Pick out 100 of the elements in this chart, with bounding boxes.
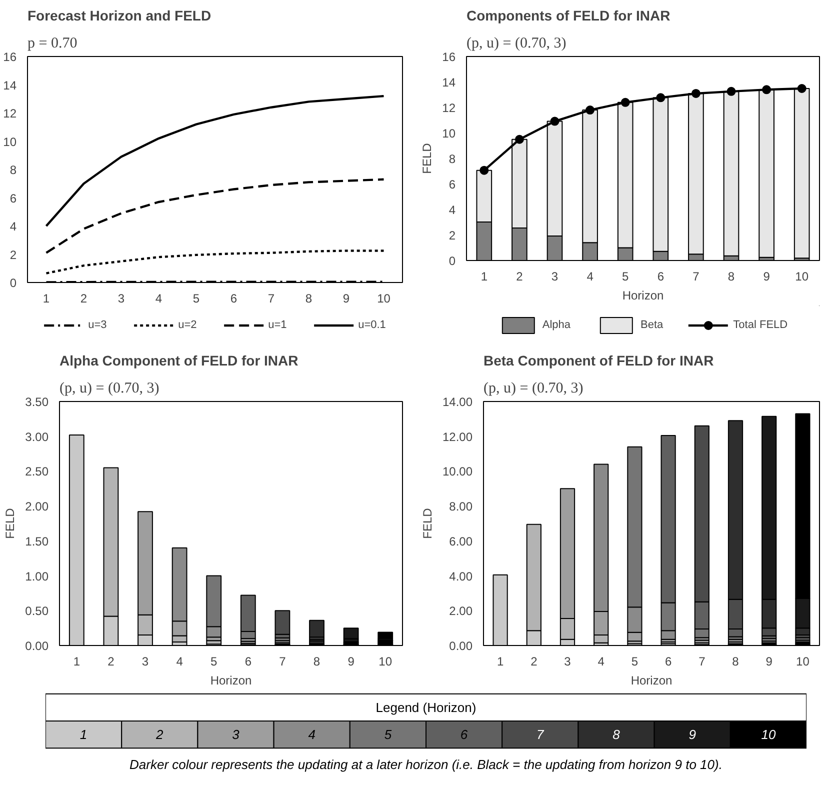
chart-title: Forecast Horizon and FELD — [28, 8, 212, 24]
x-axis-title: Horizon — [630, 674, 672, 688]
chart-subtitle: (p, u) = (0.70, 3) — [466, 36, 566, 52]
text: 9 — [688, 727, 696, 742]
text: 7 — [536, 727, 545, 742]
y-axis-title: FELD — [420, 508, 434, 539]
y-tick-label: 0 — [448, 254, 456, 268]
x-tick-label: 4 — [598, 654, 605, 668]
x-tick-label: 5 — [210, 654, 218, 668]
y-tick-label: 2.50 — [25, 464, 49, 479]
y-tick-label: 6.00 — [449, 534, 473, 548]
y-tick-label: 14.00 — [442, 395, 473, 409]
x-tick-label: 9 — [348, 654, 355, 668]
y-tick-label: 10 — [3, 134, 17, 149]
x-tick-label: 2 — [530, 654, 538, 668]
x-tick-label: 10 — [377, 292, 391, 306]
x-tick-label: 10 — [378, 654, 392, 668]
x-tick-label: 8 — [313, 654, 320, 668]
x-tick-label: 7 — [692, 270, 700, 284]
legend-label: u=3 — [88, 319, 108, 331]
legend-label: u=2 — [178, 319, 198, 331]
y-tick-label: 3.00 — [25, 430, 49, 444]
x-tick-label: 6 — [244, 654, 252, 668]
chart-title: Alpha Component of FELD for INAR — [60, 352, 298, 368]
y-axis-title: FELD — [420, 142, 434, 174]
x-tick-label: 1 — [42, 292, 50, 306]
x-tick-label: 9 — [342, 292, 350, 306]
legend-label: u=0.1 — [358, 319, 386, 331]
y-tick-label: 14 — [3, 78, 17, 92]
chart-subtitle: p = 0.70 — [28, 36, 78, 52]
text: Darker colour represents the updating at a later horizon (i.e. Black = the updating from horizon 9 to 10). — [130, 756, 722, 772]
x-tick-label: 9 — [766, 654, 773, 668]
legend-title: Legend (Horizon) — [376, 700, 476, 715]
x-tick-label: 3 — [142, 654, 149, 668]
y-tick-label: 8.00 — [449, 500, 473, 514]
x-tick-label: 6 — [230, 292, 238, 306]
x-tick-label: 9 — [763, 270, 770, 284]
text: 4 — [308, 727, 316, 742]
y-tick-label: 1.00 — [25, 569, 49, 584]
y-tick-label: 4 — [10, 220, 17, 234]
y-tick-label: 2.00 — [25, 500, 49, 514]
y-tick-label: 2.00 — [449, 604, 473, 618]
x-tick-label: 10 — [796, 654, 810, 668]
y-tick-label: 16 — [3, 50, 17, 64]
y-tick-label: 12.00 — [442, 430, 473, 444]
x-tick-label: 5 — [622, 270, 630, 284]
y-tick-label: 12 — [442, 101, 456, 115]
chart-subtitle: (p, u) = (0.70, 3) — [484, 380, 584, 396]
y-tick-label: 4 — [448, 203, 456, 217]
x-tick-label: 1 — [496, 654, 504, 668]
x-tick-label: 2 — [516, 270, 524, 284]
y-tick-label: 14 — [442, 76, 456, 90]
y-tick-label: 10 — [442, 126, 456, 140]
x-axis-title: Horizon — [210, 674, 252, 688]
x-tick-label: 2 — [108, 654, 115, 668]
y-tick-label: 0.00 — [25, 639, 49, 653]
x-tick-label: 8 — [305, 292, 312, 306]
text: 8 — [612, 727, 621, 742]
y-tick-label: 12 — [3, 106, 17, 120]
x-tick-label: 3 — [118, 292, 125, 306]
legend-label: Total FELD — [733, 319, 788, 331]
legend-label: Alpha — [542, 319, 571, 331]
text: 2 — [155, 727, 164, 742]
x-tick-label: 7 — [698, 654, 706, 668]
x-tick-label: 4 — [176, 654, 184, 668]
text: 1 — [80, 727, 88, 742]
y-tick-label: 2 — [448, 228, 456, 242]
x-tick-label: 1 — [480, 270, 488, 284]
y-tick-label: 6 — [448, 178, 456, 192]
y-tick-label: 4.00 — [449, 569, 473, 584]
text: 10 — [761, 727, 776, 742]
text: 3 — [232, 727, 240, 742]
y-tick-label: 2 — [10, 248, 17, 262]
y-tick-label: 8 — [10, 163, 17, 177]
chart-subtitle: (p, u) = (0.70, 3) — [60, 380, 160, 396]
x-axis-title: Horizon — [622, 288, 664, 302]
x-tick-label: 6 — [657, 270, 664, 284]
x-tick-label: 3 — [564, 654, 572, 668]
chart-title: Components of FELD for INAR — [466, 8, 670, 24]
y-tick-label: 1.50 — [25, 534, 49, 548]
x-tick-label: 7 — [268, 292, 275, 306]
x-tick-label: 2 — [80, 292, 88, 306]
y-tick-label: 16 — [442, 50, 456, 64]
y-tick-label: 8 — [448, 152, 456, 166]
x-tick-label: 5 — [631, 654, 638, 668]
x-tick-label: 4 — [586, 270, 594, 284]
x-tick-label: 3 — [551, 270, 558, 284]
x-tick-label: 5 — [192, 292, 200, 306]
legend-label: Beta — [640, 319, 664, 331]
y-tick-label: 3.50 — [25, 395, 49, 409]
x-tick-label: 7 — [279, 654, 286, 668]
y-tick-label: 0.00 — [449, 639, 473, 653]
legend-label: u=1 — [268, 319, 288, 331]
y-tick-label: 0.50 — [25, 604, 49, 618]
y-tick-label: 10.00 — [442, 464, 473, 479]
x-tick-label: 4 — [155, 292, 162, 306]
y-tick-label: 0 — [10, 276, 17, 290]
x-tick-label: 8 — [728, 270, 735, 284]
y-tick-label: 6 — [10, 191, 17, 206]
x-tick-label: 10 — [795, 270, 809, 284]
